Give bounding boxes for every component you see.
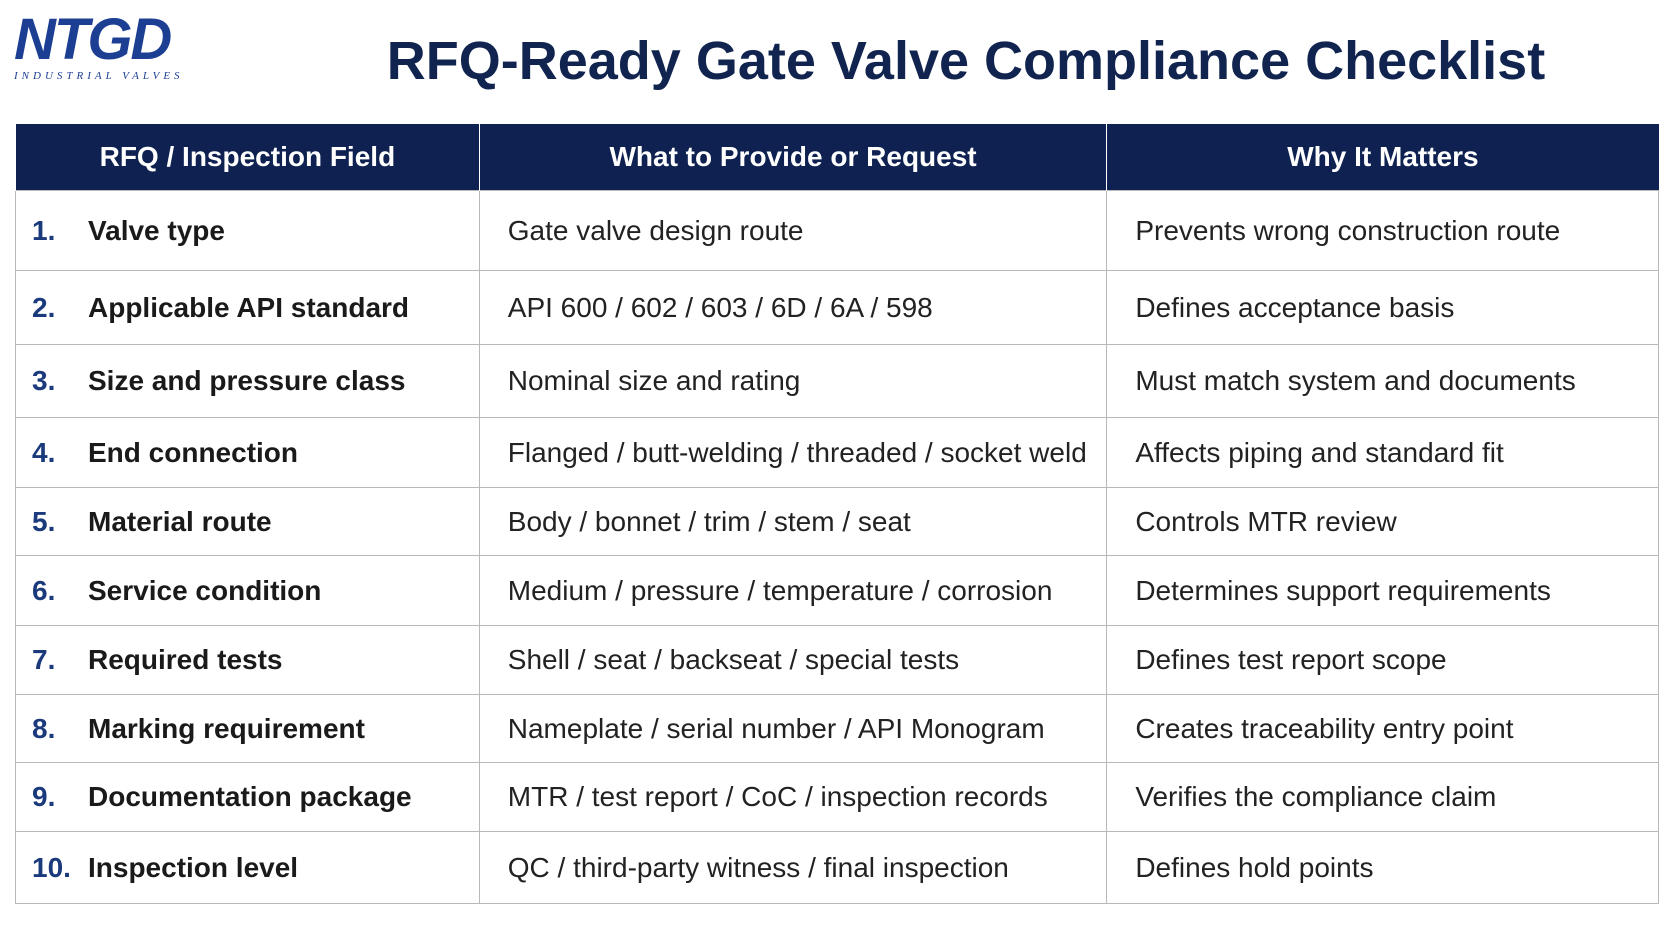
reason-cell: Defines test report scope [1106,625,1659,695]
row-number: 8. [32,712,56,744]
reason-cell: Prevents wrong construction route [1106,190,1659,271]
row: 7. Required tests Shell / seat / backseat … [15,625,1659,695]
row-number: 1. [32,214,56,246]
row-number: 4. [32,436,56,468]
reason-cell: Affects piping and standard fit [1106,417,1659,488]
field-cell: 2. Applicable API standard [15,270,480,345]
provide-cell: Flanged / butt-welding / threaded / sock… [478,417,1108,488]
provide-cell: Shell / seat / backseat / special tests [478,625,1108,695]
row-number: 10. [32,851,71,883]
field-name: End connection [88,436,298,468]
field-cell: 10. Inspection level [15,831,480,904]
row: 8. Marking requirement Nameplate / serial … [15,694,1659,763]
row: 2. Applicable API standard API 600 / 602 /… [15,270,1659,345]
logo: NTGD INDUSTRIAL VALVES [14,7,214,83]
field-cell: 8. Marking requirement [15,694,480,763]
title: RFQ-Ready Gate Valve Compliance Checklis… [386,31,1546,91]
field-cell: 1. Valve type [15,190,480,271]
provide-cell: Gate valve design route [478,190,1108,271]
field-name: Inspection level [88,851,299,883]
field-cell: 4. End connection [15,417,480,488]
row-number: 2. [32,291,56,323]
row: 5. Material route Body / bonnet / trim / s… [15,487,1659,556]
provide-cell: Medium / pressure / temperature / corros… [478,555,1108,626]
reason-cell: Controls MTR review [1106,487,1659,556]
checklist-table: RFQ / Inspection Field What to Provide or… [15,124,1659,904]
row-number: 5. [32,505,56,537]
provide-cell: API 600 / 602 / 603 / 6D / 6A / 598 [478,270,1108,345]
row-number: 3. [32,365,56,396]
row: 4. End connection Flanged / butt-welding /… [15,417,1659,488]
row: 9. Documentation package MTR / test report… [15,762,1659,832]
reason-cell: Defines hold points [1106,831,1659,904]
provide-cell: MTR / test report / CoC / inspection rec… [478,762,1108,832]
provide-cell: Nominal size and rating [478,344,1108,418]
row-number: 9. [32,781,56,812]
field-name: Service condition [88,574,322,606]
header-row: RFQ / Inspection Field What to Provide or… [15,124,1659,191]
reason-cell: Creates traceability entry point [1106,694,1659,763]
reason-cell: Determines support requirements [1106,555,1659,626]
column-header: RFQ / Inspection Field [15,124,480,191]
field-name: Required tests [88,644,283,675]
field-name: Valve type [88,214,225,246]
field-name: Applicable API standard [88,291,410,323]
row: 3. Size and pressure class Nominal size an… [15,344,1659,418]
field-name: Marking requirement [88,712,365,744]
field-cell: 6. Service condition [15,555,480,626]
field-cell: 3. Size and pressure class [15,344,480,418]
field-cell: 7. Required tests [15,625,480,695]
field-name: Material route [88,505,272,537]
field-cell: 9. Documentation package [15,762,480,832]
provide-cell: QC / third-party witness / final inspect… [478,831,1108,904]
field-name: Documentation package [88,781,412,812]
row-number: 7. [32,644,56,675]
provide-cell: Body / bonnet / trim / stem / seat [478,487,1108,556]
reason-cell: Verifies the compliance claim [1106,762,1659,832]
reason-cell: Must match system and documents [1106,344,1659,418]
reason-cell: Defines acceptance basis [1106,270,1659,345]
row: 10. Inspection level QC / third-party witn… [15,831,1659,904]
row: 6. Service condition Medium / pressure / t… [15,555,1659,626]
column-header: Why It Matters [1106,124,1659,191]
logo-mark: NTGD [14,7,172,72]
row: 1. Valve type Gate valve design route Preve… [15,190,1659,271]
column-header: What to Provide or Request [478,124,1107,191]
row-number: 6. [32,574,56,606]
field-cell: 5. Material route [15,487,480,556]
field-name: Size and pressure class [88,365,406,396]
provide-cell: Nameplate / serial number / API Monogram [478,694,1108,763]
logo-tagline: INDUSTRIAL VALVES [14,70,184,82]
